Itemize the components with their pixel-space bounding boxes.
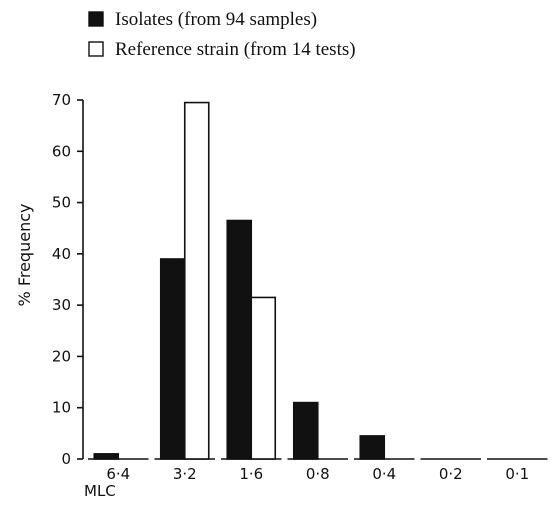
y-tick-label: 70 [52, 91, 71, 109]
legend-swatch-1 [88, 41, 104, 57]
y-tick-label: 60 [52, 142, 71, 160]
bar-isolates-3 [292, 401, 319, 460]
legend-swatch-0 [88, 11, 104, 27]
legend-label-0: Isolates (from 94 samples) [115, 9, 317, 30]
y-axis-label: % Frequency [15, 204, 34, 307]
y-tick-label: 10 [52, 399, 71, 417]
legend-label-1: Reference strain (from 14 tests) [115, 39, 356, 60]
bar-isolates-0 [93, 453, 120, 460]
legend: Isolates (from 94 samples) Reference stra… [88, 9, 356, 60]
x-tick-label: 0·2 [439, 465, 463, 483]
x-tick-label: 0·1 [505, 465, 529, 483]
bar-isolates-1 [159, 258, 186, 460]
y-tick-label: 30 [52, 296, 71, 314]
bar-reference-2 [250, 296, 277, 460]
x-tick-label: 6·4 [106, 465, 130, 483]
x-tick-label: 0·4 [372, 465, 396, 483]
bar-isolates-4 [359, 435, 386, 460]
x-axis-label: MLC [84, 482, 116, 500]
y-tick-label: 20 [52, 347, 71, 365]
y-tick-label: 50 [52, 194, 71, 212]
x-tick-label: 1·6 [239, 465, 263, 483]
bar-isolates-2 [226, 219, 253, 460]
x-tick-label: 3·2 [173, 465, 197, 483]
bars [93, 101, 386, 460]
bar-reference-1 [183, 101, 210, 460]
y-tick-label: 0 [61, 450, 71, 468]
x-tick-label: 0·8 [306, 465, 330, 483]
y-tick-label: 40 [52, 245, 71, 263]
